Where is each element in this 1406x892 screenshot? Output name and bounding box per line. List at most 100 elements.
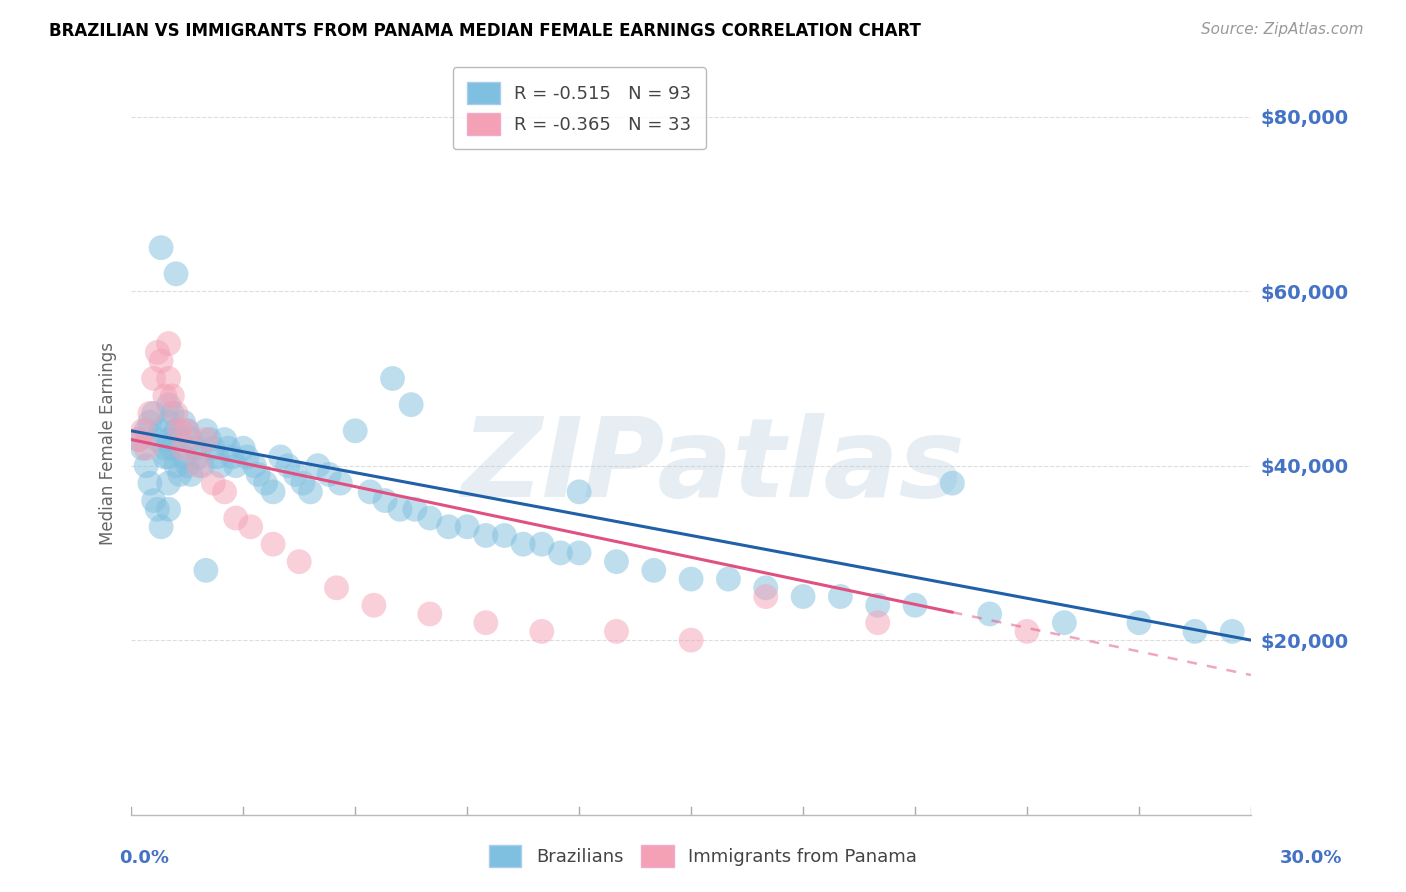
Point (475, 615, 498, 630)
Point (157, 450, 180, 464)
Point (344, 424, 367, 438)
Point (605, 555, 627, 569)
Point (792, 590, 814, 604)
Point (568, 546, 591, 560)
Point (183, 442, 205, 456)
Point (284, 467, 307, 482)
Point (169, 424, 191, 438)
Point (180, 467, 202, 482)
Point (150, 241, 173, 255)
Point (830, 590, 852, 604)
Point (221, 450, 243, 464)
Point (173, 415, 195, 429)
Point (755, 581, 778, 595)
Point (214, 433, 236, 447)
Point (146, 433, 169, 447)
Point (173, 442, 195, 456)
Point (191, 458, 214, 473)
Point (232, 442, 254, 456)
Point (381, 371, 404, 385)
Point (194, 563, 217, 577)
Point (202, 476, 225, 491)
Point (153, 389, 176, 403)
Point (270, 450, 292, 464)
Point (359, 484, 381, 499)
Point (291, 476, 314, 491)
Text: 30.0%: 30.0% (1281, 849, 1343, 867)
Text: Source: ZipAtlas.com: Source: ZipAtlas.com (1201, 22, 1364, 37)
Point (225, 458, 247, 473)
Point (150, 354, 173, 368)
Point (288, 555, 311, 569)
Point (254, 476, 277, 491)
Point (169, 433, 191, 447)
Point (568, 484, 591, 499)
Point (866, 599, 889, 613)
Point (131, 424, 153, 438)
Point (131, 442, 153, 456)
Point (135, 424, 157, 438)
Point (512, 537, 534, 551)
Point (157, 336, 180, 351)
Point (198, 433, 221, 447)
Point (165, 424, 187, 438)
Point (374, 493, 396, 508)
Point (419, 511, 441, 525)
Point (399, 398, 422, 412)
Point (437, 520, 460, 534)
Point (530, 537, 553, 551)
Point (388, 502, 411, 516)
Point (157, 476, 180, 491)
Point (180, 433, 202, 447)
Point (165, 267, 187, 281)
Point (165, 458, 187, 473)
Point (225, 511, 247, 525)
Point (307, 458, 329, 473)
Point (139, 415, 162, 429)
Point (1015, 624, 1038, 639)
Point (169, 467, 191, 482)
Point (157, 415, 180, 429)
Point (419, 607, 441, 621)
Text: ZIPatlas: ZIPatlas (461, 413, 966, 520)
Point (755, 590, 778, 604)
Point (941, 476, 963, 491)
Point (176, 424, 198, 438)
Point (128, 433, 150, 447)
Point (262, 484, 284, 499)
Point (214, 484, 236, 499)
Point (904, 599, 927, 613)
Point (209, 458, 232, 473)
Point (217, 442, 239, 456)
Legend: Brazilians, Immigrants from Panama: Brazilians, Immigrants from Panama (482, 838, 924, 874)
Point (150, 520, 173, 534)
Point (135, 458, 157, 473)
Point (139, 476, 162, 491)
Point (162, 442, 184, 456)
Point (866, 615, 889, 630)
Point (236, 450, 259, 464)
Point (550, 546, 572, 560)
Point (681, 633, 703, 648)
Point (153, 442, 176, 456)
Point (194, 433, 217, 447)
Point (162, 406, 184, 420)
Point (157, 433, 180, 447)
Point (243, 458, 266, 473)
Point (194, 424, 217, 438)
Legend: R = -0.515   N = 93, R = -0.365   N = 33: R = -0.515 N = 93, R = -0.365 N = 33 (453, 68, 706, 149)
Point (247, 467, 270, 482)
Point (157, 502, 180, 516)
Point (142, 371, 165, 385)
Point (475, 528, 498, 542)
Point (363, 599, 385, 613)
Point (205, 450, 228, 464)
Point (456, 520, 478, 534)
Point (681, 572, 703, 586)
Text: 0.0%: 0.0% (120, 849, 170, 867)
Point (605, 624, 627, 639)
Point (1220, 624, 1243, 639)
Point (165, 406, 187, 420)
Point (150, 424, 173, 438)
Point (142, 406, 165, 420)
